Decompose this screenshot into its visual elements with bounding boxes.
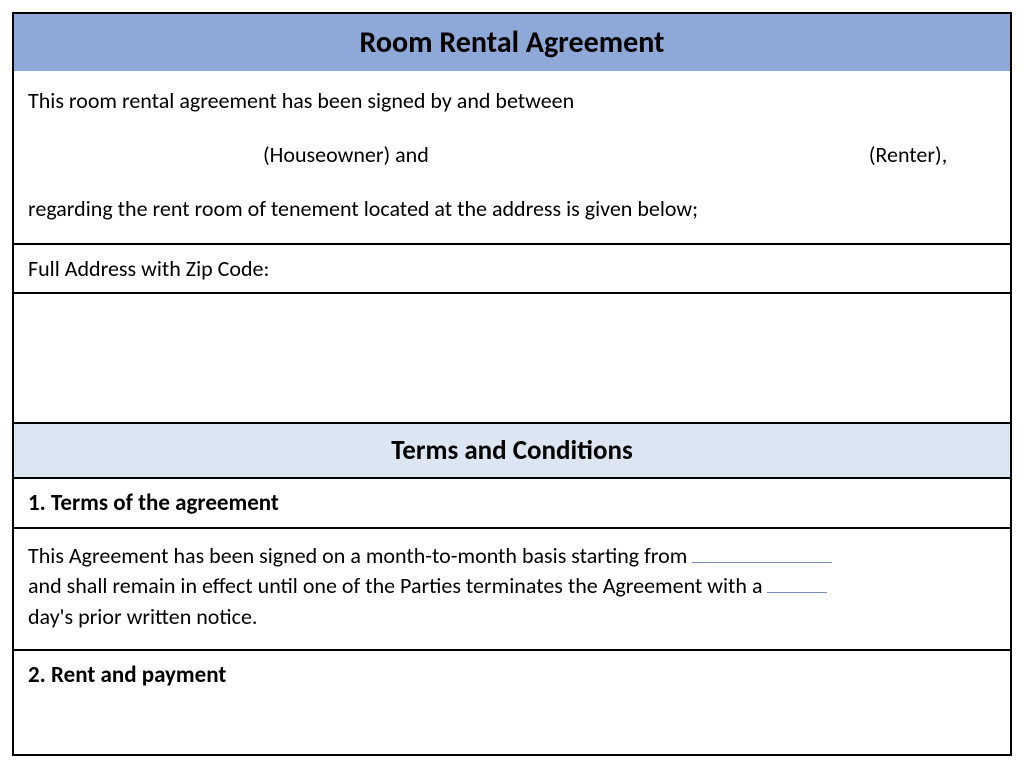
intro-line3: regarding the rent room of tenement loca… — [28, 193, 996, 225]
section-1-text-part3: day's prior written notice. — [28, 603, 257, 630]
document-title: Room Rental Agreement — [14, 14, 1010, 71]
houseowner-label: (Houseowner) and — [263, 141, 429, 168]
intro-parties-line: (Houseowner) and (Renter), — [28, 139, 996, 171]
address-label: Full Address with Zip Code: — [14, 245, 1010, 294]
address-input-area[interactable] — [14, 294, 1010, 424]
start-date-blank[interactable] — [692, 562, 832, 563]
section-1-heading: 1. Terms of the agreement — [14, 479, 1010, 529]
renter-label: (Renter), — [869, 141, 947, 168]
section-1-text-part2: and shall remain in effect until one of … — [28, 572, 763, 599]
rental-agreement-document: Room Rental Agreement This room rental a… — [12, 12, 1012, 756]
intro-line1: This room rental agreement has been sign… — [28, 85, 996, 117]
section-1-text-part1: This Agreement has been signed on a mont… — [28, 542, 687, 569]
section-2-heading: 2. Rent and payment — [14, 651, 1010, 699]
section-1-body: This Agreement has been signed on a mont… — [14, 529, 1010, 651]
notice-days-blank[interactable] — [767, 592, 827, 593]
intro-section: This room rental agreement has been sign… — [14, 71, 1010, 245]
terms-conditions-header: Terms and Conditions — [14, 424, 1010, 479]
